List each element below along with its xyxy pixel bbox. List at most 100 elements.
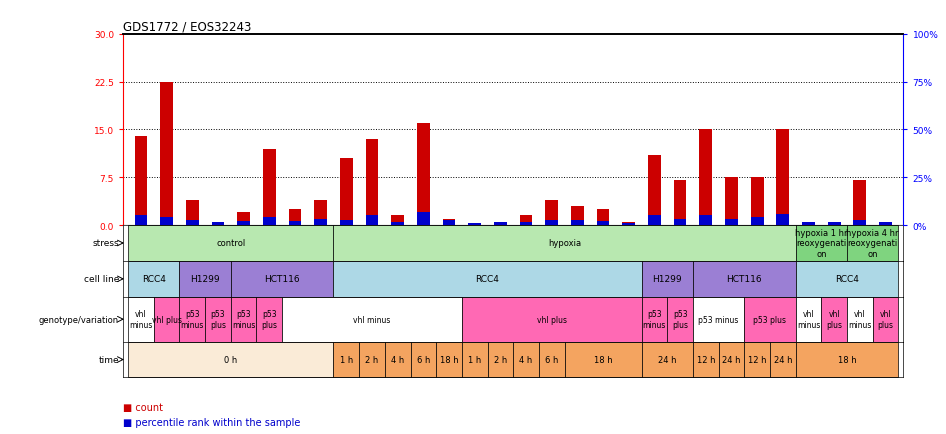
Text: vhl plus: vhl plus — [536, 315, 567, 324]
Bar — [802, 222, 815, 226]
Bar — [462, 297, 641, 342]
Bar — [699, 130, 712, 226]
Text: ■ percentile rank within the sample: ■ percentile rank within the sample — [123, 418, 300, 427]
Bar — [180, 297, 205, 342]
Bar — [545, 200, 558, 226]
Text: p53
minus: p53 minus — [232, 310, 255, 329]
Text: 18 h: 18 h — [837, 355, 856, 364]
Text: 18 h: 18 h — [440, 355, 458, 364]
Bar — [314, 200, 327, 226]
Text: 1 h: 1 h — [340, 355, 353, 364]
Bar — [648, 155, 661, 226]
Bar — [468, 224, 482, 226]
Bar — [443, 220, 455, 226]
Bar — [231, 297, 256, 342]
Bar — [154, 297, 180, 342]
Bar — [487, 342, 513, 378]
Bar — [674, 181, 687, 226]
Bar — [777, 130, 789, 226]
Bar — [205, 297, 231, 342]
Text: p53 minus: p53 minus — [698, 315, 739, 324]
Bar — [160, 82, 173, 226]
Bar — [160, 218, 173, 226]
Bar — [872, 297, 899, 342]
Text: 12 h: 12 h — [696, 355, 715, 364]
Bar — [392, 216, 404, 226]
Bar — [847, 226, 899, 261]
Bar — [128, 261, 180, 297]
Bar — [597, 210, 609, 226]
Text: 0 h: 0 h — [224, 355, 237, 364]
Bar — [571, 207, 584, 226]
Bar — [648, 216, 661, 226]
Bar — [392, 222, 404, 226]
Bar — [667, 297, 692, 342]
Bar — [237, 222, 250, 226]
Bar — [212, 222, 224, 226]
Bar — [134, 216, 148, 226]
Bar — [802, 222, 815, 226]
Bar — [751, 178, 763, 226]
Bar — [641, 342, 692, 378]
Bar — [828, 222, 841, 226]
Bar — [359, 342, 385, 378]
Text: p53
plus: p53 plus — [210, 310, 226, 329]
Bar — [597, 221, 609, 226]
Bar — [212, 222, 224, 226]
Text: HCT116: HCT116 — [727, 275, 762, 284]
Text: GDS1772 / EOS32243: GDS1772 / EOS32243 — [123, 20, 252, 33]
Bar — [128, 342, 334, 378]
Bar — [231, 261, 334, 297]
Bar — [725, 178, 738, 226]
Bar — [751, 218, 763, 226]
Bar — [699, 216, 712, 226]
Bar — [796, 297, 821, 342]
Bar — [365, 216, 378, 226]
Text: p53 plus: p53 plus — [753, 315, 786, 324]
Bar — [417, 124, 429, 226]
Bar — [462, 342, 487, 378]
Bar — [263, 149, 275, 226]
Text: 6 h: 6 h — [416, 355, 430, 364]
Bar — [494, 222, 507, 226]
Text: 12 h: 12 h — [748, 355, 766, 364]
Bar — [725, 219, 738, 226]
Bar — [692, 342, 719, 378]
Text: p53
plus: p53 plus — [261, 310, 277, 329]
Bar — [879, 222, 892, 226]
Bar — [828, 223, 841, 226]
Bar — [719, 342, 745, 378]
Bar — [289, 210, 302, 226]
Text: hypoxia: hypoxia — [548, 239, 581, 248]
Bar — [128, 226, 334, 261]
Text: p53
minus: p53 minus — [642, 310, 666, 329]
Bar — [340, 159, 353, 226]
Bar — [340, 220, 353, 226]
Bar — [237, 213, 250, 226]
Bar — [334, 342, 359, 378]
Text: vhl
plus: vhl plus — [878, 310, 893, 329]
Bar — [622, 224, 635, 226]
Text: 24 h: 24 h — [722, 355, 741, 364]
Text: genotype/variation: genotype/variation — [39, 315, 119, 324]
Bar — [847, 297, 872, 342]
Bar — [674, 219, 687, 226]
Text: H1299: H1299 — [190, 275, 220, 284]
Text: p53
minus: p53 minus — [181, 310, 204, 329]
Text: 18 h: 18 h — [594, 355, 612, 364]
Text: 4 h: 4 h — [519, 355, 533, 364]
Bar — [622, 222, 635, 226]
Text: vhl
minus: vhl minus — [849, 310, 871, 329]
Bar — [519, 222, 533, 226]
Bar — [180, 261, 231, 297]
Text: vhl plus: vhl plus — [151, 315, 182, 324]
Text: 24 h: 24 h — [658, 355, 676, 364]
Text: RCC4: RCC4 — [476, 275, 499, 284]
Text: vhl
minus: vhl minus — [797, 310, 820, 329]
Bar — [385, 342, 411, 378]
Bar — [571, 220, 584, 226]
Bar — [314, 219, 327, 226]
Bar — [185, 200, 199, 226]
Bar — [185, 220, 199, 226]
Bar — [282, 297, 462, 342]
